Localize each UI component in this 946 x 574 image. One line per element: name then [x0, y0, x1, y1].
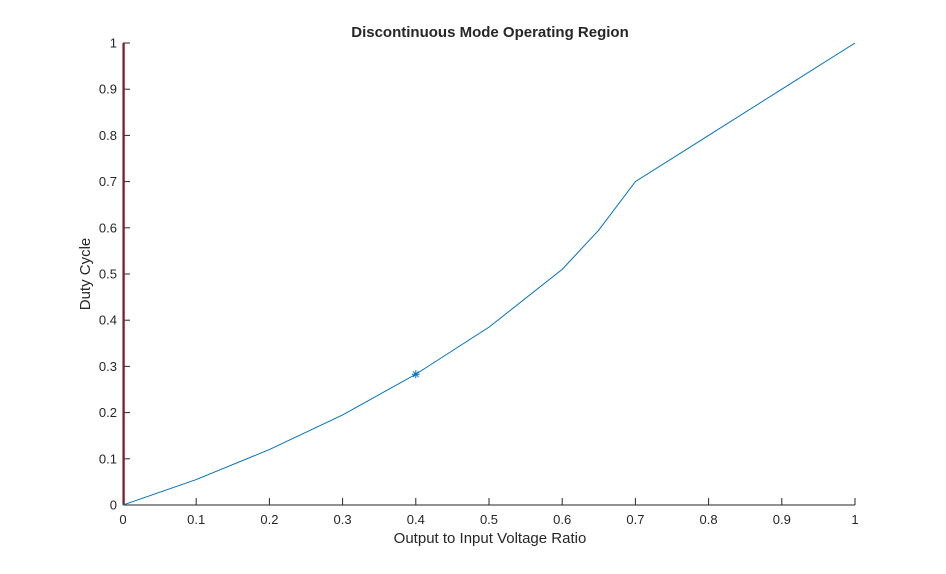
x-tick-label: 0.2 — [260, 512, 278, 527]
y-tick-label: 0.3 — [99, 359, 117, 374]
y-tick-label: 0.9 — [99, 82, 117, 97]
y-tick-label: 0.7 — [99, 174, 117, 189]
series-line — [122, 42, 856, 506]
x-tick-label: 0.6 — [553, 512, 571, 527]
x-tick-label: 0.3 — [334, 512, 352, 527]
y-axis-label: Duty Cycle — [77, 238, 94, 311]
y-tick-label: 0.1 — [99, 451, 117, 466]
y-tick-label: 0.8 — [99, 128, 117, 143]
axes: 0 0.1 0.2 0.3 0.4 0.5 0.6 0.7 0.8 0.9 1 0 0.1 0.2 0.3 0… — [99, 36, 859, 528]
x-tick-label: 0 — [119, 512, 126, 527]
x-tick-label: 0.4 — [407, 512, 425, 527]
x-tick-label: 1 — [851, 512, 858, 527]
y-tick-label: 0 — [110, 498, 117, 513]
y-tick-label: 0.5 — [99, 267, 117, 282]
x-tick-label: 0.1 — [187, 512, 205, 527]
x-tick-label: 0.8 — [700, 512, 718, 527]
x-axis-label: Output to Input Voltage Ratio — [394, 530, 587, 547]
y-tick-label: 0.2 — [99, 405, 117, 420]
x-tick-label: 0.5 — [480, 512, 498, 527]
chart-title: Discontinuous Mode Operating Region — [351, 24, 629, 41]
y-tick-label: 0.6 — [99, 220, 117, 235]
y-tick-label: 1 — [110, 36, 117, 51]
x-tick-label: 0.7 — [626, 512, 644, 527]
x-tick-label: 0.9 — [773, 512, 791, 527]
y-tick-label: 0.4 — [99, 313, 117, 328]
operating-point-marker — [411, 370, 420, 379]
plot-area — [122, 42, 856, 506]
